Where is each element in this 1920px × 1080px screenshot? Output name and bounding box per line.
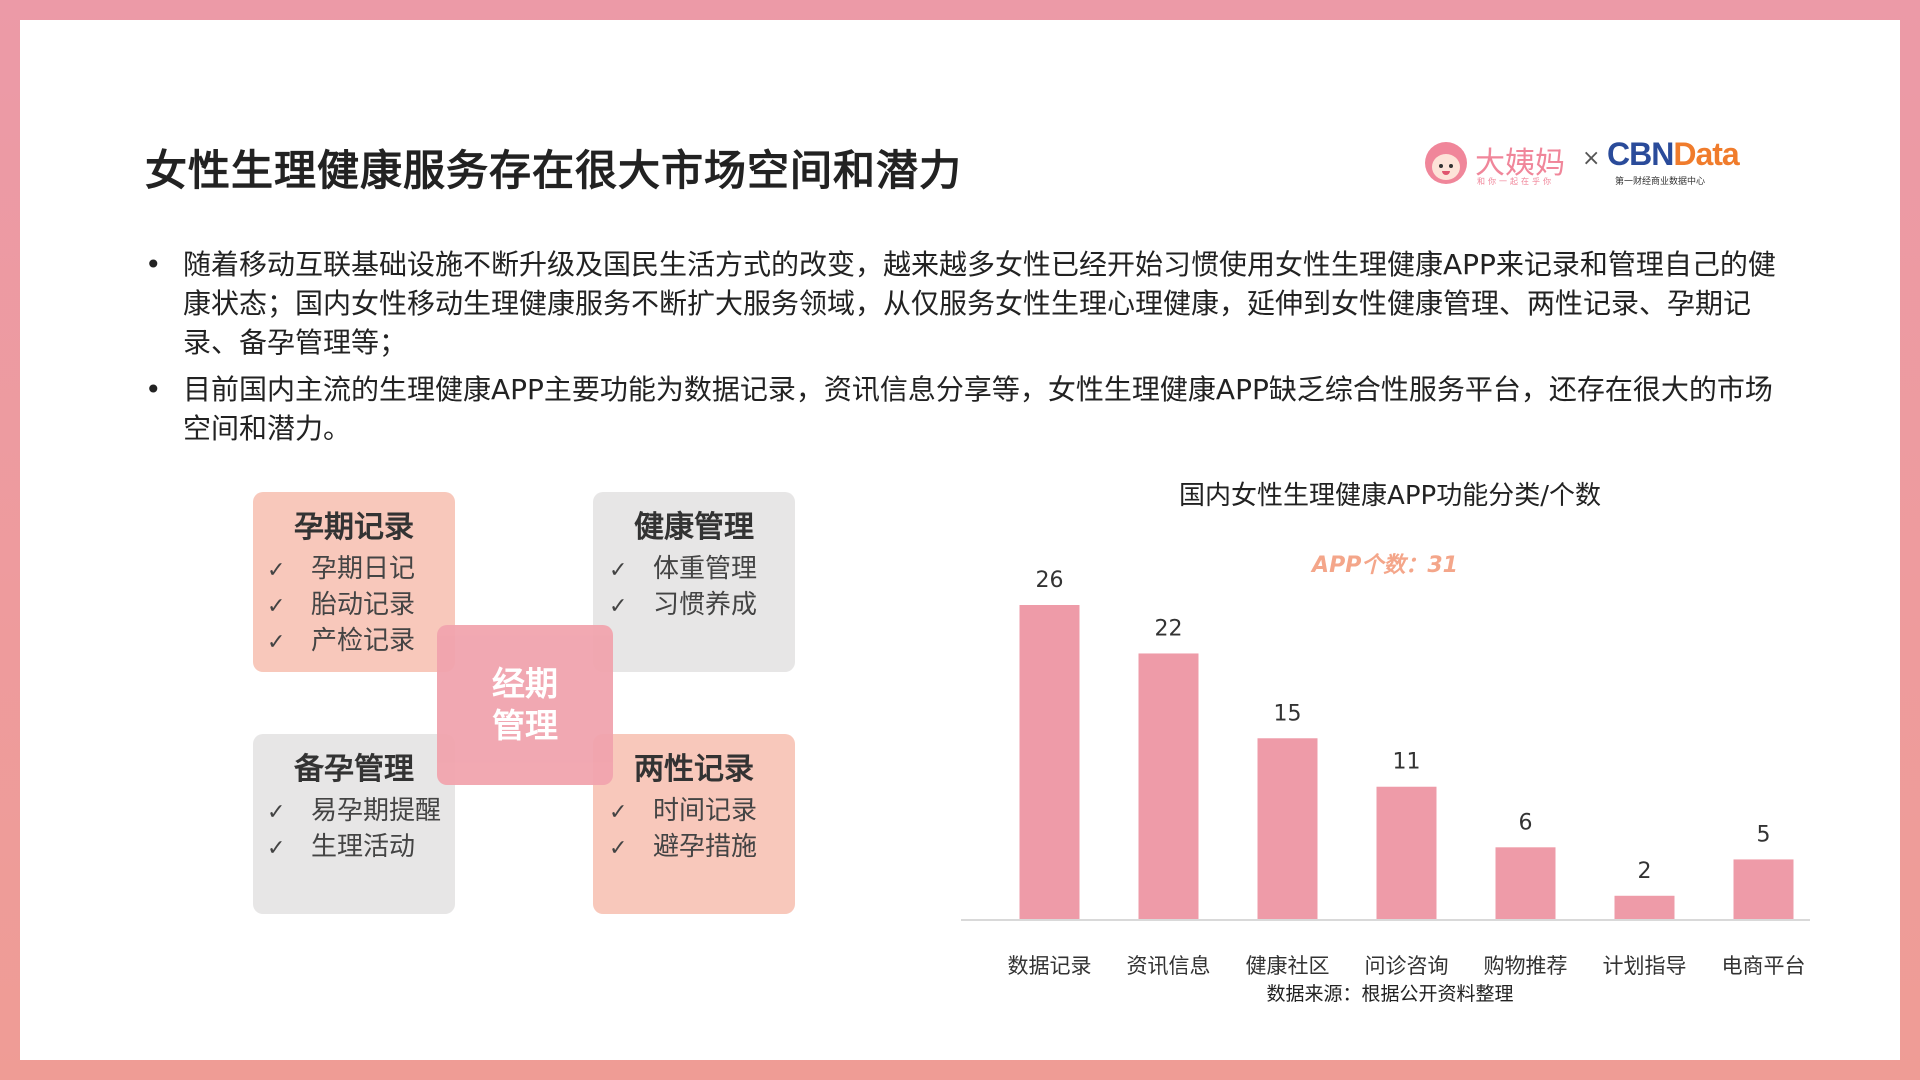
center-box-period-management: 经期 管理 [437,625,613,785]
bullet-dot-icon: • [145,248,162,281]
check-icon: ✓ [609,594,628,619]
check-icon: ✓ [267,594,286,619]
box-conception-management: 备孕管理 ✓ 易孕期提醒 ✓ 生理活动 [253,734,455,914]
bar-value-label: 15 [1274,701,1302,726]
chart-annotation: APP个数：31 [1310,552,1458,578]
category-label: 问诊咨询 [1365,954,1449,978]
bar-chart: 国内女性生理健康APP功能分类/个数 APP个数：31 26 数据记录 22 资讯信息… [960,460,1820,1020]
category-label: 资讯信息 [1127,954,1211,978]
box-item: ✓ 生理活动 [267,830,441,866]
check-icon: ✓ [609,558,628,583]
box-title: 两性记录 [634,752,754,787]
category-label: 电商平台 [1722,954,1806,978]
box-item: ✓ 时间记录 [609,794,757,830]
box-item: ✓ 避孕措施 [609,830,757,866]
brand-secondary-name: CBNData [1607,136,1740,173]
brand-separator: × [1582,146,1601,171]
check-icon: ✓ [267,836,286,861]
box-title: 健康管理 [634,510,754,545]
brand-secondary-part-a: CBN [1607,136,1674,172]
bar-value-label: 22 [1155,616,1183,641]
bar-4 [1376,786,1437,920]
brand-secondary-part-b: Data [1673,136,1739,172]
slide: 女性生理健康服务存在很大市场空间和潜力 大姨妈 和你一起在乎你 × CBNDat… [20,20,1900,1060]
check-icon: ✓ [267,800,286,825]
bullet-item: • 目前国内主流的生理健康APP主要功能为数据记录，资讯信息分享等，女性生理健康… [145,370,1785,448]
bar-1 [1019,605,1080,920]
bar-2 [1138,653,1199,920]
bar-chart-svg: 国内女性生理健康APP功能分类/个数 APP个数：31 26数据记录22资讯信息… [961,481,1810,1005]
bar-value-label: 26 [1036,568,1064,593]
box-pregnancy-record: 孕期记录 ✓ 孕期日记 ✓ 胎动记录 ✓ 产检记录 [253,492,455,672]
bar-value-label: 11 [1393,750,1421,775]
check-icon: ✓ [609,800,628,825]
page-title: 女性生理健康服务存在很大市场空间和潜力 [145,146,963,195]
bar-value-label: 2 [1638,859,1652,884]
box-item: ✓ 产检记录 [267,624,415,660]
check-icon: ✓ [267,630,286,655]
bar-6 [1614,895,1675,920]
bar-value-label: 5 [1757,822,1771,847]
bar-7 [1733,859,1794,920]
box-item: ✓ 易孕期提醒 [267,794,441,830]
bar-3 [1257,738,1318,920]
mascot-face-icon [1425,142,1467,184]
bullet-dot-icon: • [145,373,162,406]
category-label: 计划指导 [1603,954,1687,978]
box-title: 备孕管理 [294,752,414,787]
bar-5 [1495,847,1556,920]
bullet-text: 随着移动互联基础设施不断升级及国民生活方式的改变，越来越多女性已经开始习惯使用女… [183,248,1776,359]
center-box-title: 经期 管理 [492,664,558,745]
brand-logo: 大姨妈 和你一起在乎你 × CBNData 第一财经商业数据中心 [1425,136,1795,194]
check-icon: ✓ [609,836,628,861]
box-item: ✓ 体重管理 [609,552,757,588]
chart-source: 数据来源：根据公开资料整理 [1266,983,1513,1005]
box-health-management: 健康管理 ✓ 体重管理 ✓ 习惯养成 [593,492,795,672]
box-item: ✓ 习惯养成 [609,588,757,624]
category-label: 购物推荐 [1484,954,1568,978]
bar-value-label: 6 [1519,810,1533,835]
bullet-list: • 随着移动互联基础设施不断升级及国民生活方式的改变，越来越多女性已经开始习惯使… [145,245,1785,456]
brand-secondary-tag: 第一财经商业数据中心 [1615,177,1706,187]
bullet-item: • 随着移动互联基础设施不断升级及国民生活方式的改变，越来越多女性已经开始习惯使… [145,245,1785,362]
box-title: 孕期记录 [294,510,414,545]
chart-title: 国内女性生理健康APP功能分类/个数 [1179,481,1601,511]
brand-slogan: 和你一起在乎你 [1477,177,1554,186]
box-item: ✓ 孕期日记 [267,552,415,588]
category-label: 健康社区 [1246,954,1330,978]
box-item: ✓ 胎动记录 [267,588,415,624]
bullet-text: 目前国内主流的生理健康APP主要功能为数据记录，资讯信息分享等，女性生理健康AP… [183,373,1773,445]
brand-primary-name: 大姨妈 [1475,146,1565,181]
box-relationship-record: 两性记录 ✓ 时间记录 ✓ 避孕措施 [593,734,795,914]
category-label: 数据记录 [1008,954,1092,978]
check-icon: ✓ [267,558,286,583]
